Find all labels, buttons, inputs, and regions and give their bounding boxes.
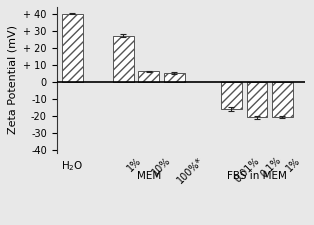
Y-axis label: Zeta Potential (mV): Zeta Potential (mV) xyxy=(8,25,18,134)
Text: MEM: MEM xyxy=(137,171,161,181)
Bar xyxy=(272,82,293,117)
Bar xyxy=(164,73,185,82)
Text: 1%: 1% xyxy=(284,155,302,173)
Text: 100%*: 100%* xyxy=(176,155,206,185)
Text: FBS in MEM: FBS in MEM xyxy=(227,171,287,181)
Bar xyxy=(221,82,242,109)
Bar xyxy=(62,14,83,82)
Bar xyxy=(138,71,159,82)
Bar xyxy=(246,82,267,117)
Text: H$_2$O: H$_2$O xyxy=(61,159,84,173)
Bar xyxy=(113,36,134,82)
Text: 10%: 10% xyxy=(150,155,172,178)
Text: 0.01%: 0.01% xyxy=(233,155,262,184)
Text: 0.1%: 0.1% xyxy=(258,155,283,180)
Text: 1%: 1% xyxy=(125,155,143,173)
